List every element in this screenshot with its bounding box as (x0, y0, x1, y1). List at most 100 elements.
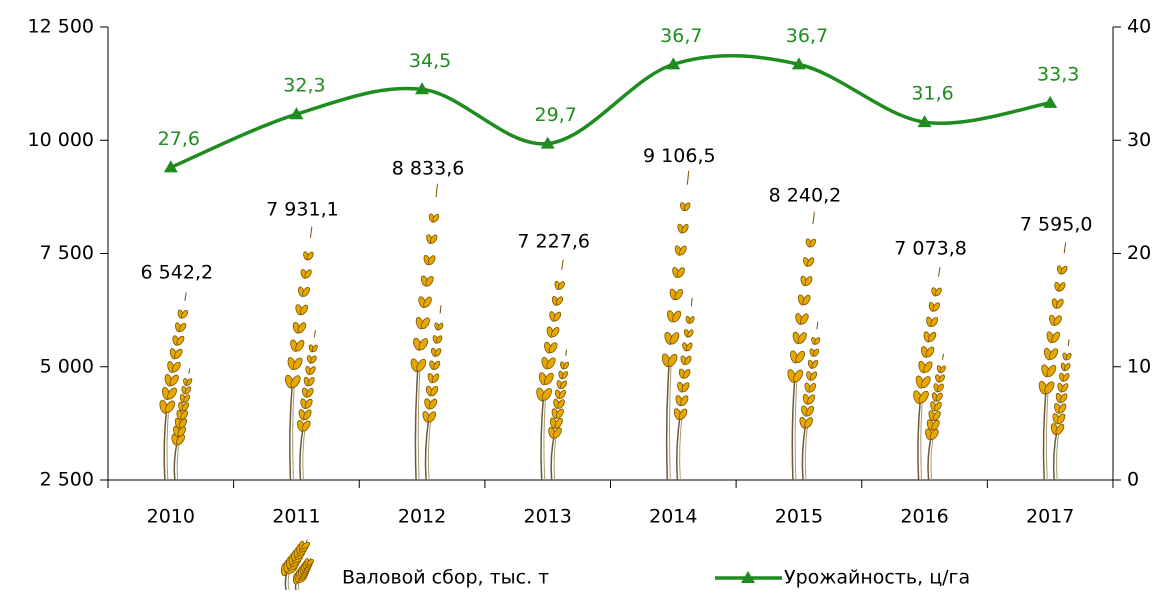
wheat-grain (918, 390, 929, 404)
line (170, 54, 1051, 170)
wheat-grain (1060, 265, 1068, 275)
wheat-grain (184, 386, 192, 395)
wheat-grain (308, 366, 316, 375)
wheat-grain (1064, 362, 1071, 371)
wheat-awn (812, 211, 815, 225)
y2-tick-label: 30 (1127, 129, 1151, 151)
wheat-stem (794, 375, 798, 481)
wheat-stem (417, 365, 421, 481)
wheat-grain (679, 245, 687, 256)
y2-tick-label: 10 (1127, 355, 1151, 377)
wheat-grain (678, 408, 688, 420)
wheat-grain (934, 401, 942, 412)
line-marker (415, 82, 430, 95)
wheat-grain (681, 224, 689, 234)
wheat-grain (432, 213, 440, 223)
bar-value-label: 9 106,5 (643, 145, 716, 167)
line-value-label: 36,7 (660, 25, 702, 47)
wheat-grain (1046, 364, 1057, 377)
wheat-stem (665, 360, 671, 481)
wheat-grain (1058, 282, 1066, 292)
bar (1038, 242, 1072, 481)
wheat-grain (304, 398, 313, 409)
wheat-grain (546, 357, 556, 369)
line-value-label: 32,3 (283, 75, 325, 97)
wheat-grain (809, 238, 817, 248)
wheat-grain (420, 317, 430, 329)
wheat-grain (927, 331, 937, 343)
wheat-stem (930, 434, 935, 481)
wheat-grain (923, 361, 933, 373)
wheat-grain (423, 296, 432, 308)
wheat-grain (434, 348, 442, 357)
bar-value-label: 8 833,6 (392, 158, 465, 180)
wheat-awn (305, 539, 308, 543)
wheat-grain (425, 275, 434, 287)
x-tick-label: 2014 (649, 506, 697, 528)
wheat-grain (1053, 315, 1062, 326)
wheat-awn (565, 349, 568, 356)
wheat-awn (188, 368, 191, 374)
wheat-awn (184, 292, 187, 301)
y-tick-label: 2 500 (40, 469, 94, 491)
wheat-grain (301, 420, 311, 432)
wheat-grain (541, 388, 552, 401)
line-value-label: 34,5 (409, 50, 451, 72)
wheat-grain (297, 322, 307, 334)
wheat-grain (178, 322, 187, 332)
wheat-grain (183, 394, 191, 403)
wheat-grain (930, 317, 939, 327)
wheat-grain (164, 400, 176, 413)
wheat-grain (302, 286, 310, 297)
y-tick-label: 5 000 (40, 355, 94, 377)
wheat-grain (555, 296, 564, 306)
wheat-grain (551, 326, 560, 338)
wheat-grain (935, 392, 943, 402)
bar (913, 267, 946, 481)
wheat-stem (676, 414, 682, 481)
wheat-stem (176, 439, 181, 481)
y2-tick-label: 0 (1127, 469, 1139, 491)
wheat-grain (553, 311, 562, 322)
wheat-grain (544, 372, 554, 385)
wheat-stem (1045, 387, 1049, 481)
wheat-stem (1056, 429, 1060, 481)
wheat-grain (669, 332, 680, 345)
wheat-stem (292, 381, 295, 481)
wheat-stem (543, 394, 547, 481)
wheat-grain (431, 373, 440, 383)
bar (284, 226, 318, 481)
wheat-stem (302, 425, 306, 481)
wheat-grain (1058, 403, 1067, 414)
bar (159, 292, 193, 481)
line-marker (540, 136, 555, 149)
wheat-grain (1062, 373, 1070, 382)
wheat-grain (683, 368, 691, 379)
wheat-awn (439, 305, 442, 314)
line-marker (791, 57, 806, 70)
wheat-grain (804, 276, 813, 286)
wheat-grain (306, 559, 315, 566)
wheat-grain (558, 389, 566, 399)
wheat-grain (176, 335, 185, 346)
wheat-stem (289, 381, 294, 481)
wheat-grain (311, 344, 318, 353)
wheat-stem (791, 375, 796, 481)
wheat-grain (681, 382, 690, 393)
wheat-grain (684, 355, 692, 365)
wheat-grain (437, 322, 444, 331)
line-marker (917, 115, 932, 128)
wheat-grain (1051, 331, 1060, 343)
wheat-grain (934, 287, 942, 297)
bar (787, 211, 821, 481)
wheat-grain (793, 369, 804, 383)
wheat-grain (1059, 393, 1068, 403)
wheat-grain (932, 410, 941, 421)
wheat-grain (558, 281, 565, 290)
wheat-stem (679, 414, 683, 481)
wheat-grain (427, 255, 436, 266)
wheat-grain (433, 360, 441, 370)
wheat-stem (669, 360, 672, 481)
wheat-awn (309, 226, 313, 239)
